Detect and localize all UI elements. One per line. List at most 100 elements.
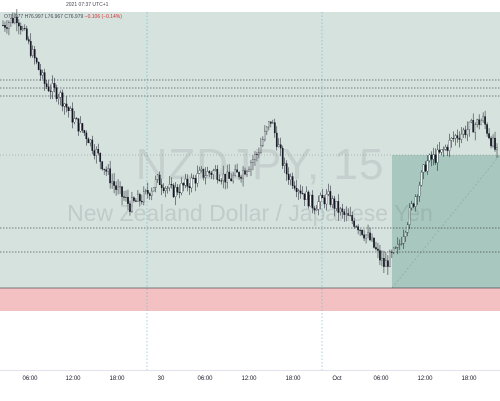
chart-area[interactable]: 2021 07:37 UTC+1 O76.977 H76.997 L76.967…: [0, 0, 500, 370]
top-info-bar: 2021 07:37 UTC+1: [0, 0, 500, 11]
candle-body: [228, 171, 231, 179]
candle-body: [226, 171, 229, 183]
candle-body: [182, 183, 185, 186]
ohlc-legend: O76.977 H76.997 L76.967 C76.979 −0.106 (…: [4, 14, 122, 20]
candle-body: [420, 171, 423, 186]
candle-body: [10, 18, 12, 23]
candle-body: [53, 83, 56, 88]
candle-body: [428, 154, 431, 161]
candle-body: [466, 129, 469, 136]
candle-body: [137, 194, 139, 202]
time-tick-label: 18:00: [461, 376, 477, 382]
candle-body: [331, 198, 334, 205]
candle-body: [410, 203, 413, 209]
position-stop-zone[interactable]: [0, 288, 500, 311]
candle-body: [264, 130, 266, 140]
candle-body: [150, 190, 153, 196]
candle-body: [144, 190, 147, 192]
candle-body: [216, 169, 219, 180]
candle-body: [170, 184, 173, 186]
candle-body: [327, 191, 330, 195]
time-tick-label: 12:00: [65, 376, 81, 382]
candle-body: [39, 69, 42, 76]
candle-body: [454, 135, 457, 139]
candle-body: [436, 149, 439, 163]
candle-body: [391, 251, 393, 253]
time-tick-label: 06:00: [22, 376, 38, 382]
candle-body: [357, 226, 359, 231]
candle-body: [115, 185, 117, 190]
candle-body: [143, 191, 145, 203]
candle-body: [414, 196, 417, 207]
candle-body: [234, 169, 236, 176]
candle-body: [482, 116, 484, 122]
candle-body: [349, 215, 352, 217]
candle-body: [220, 180, 223, 182]
candle-body: [146, 190, 149, 194]
candle-body: [476, 119, 479, 125]
candle-body: [101, 161, 104, 170]
candle-body: [402, 236, 405, 244]
candle-body: [456, 135, 459, 139]
candle-body: [254, 154, 256, 160]
timestamp-label: 2021 07:37 UTC+1: [66, 2, 109, 8]
candle-body: [252, 159, 254, 163]
candle-body: [79, 123, 82, 132]
candle-body: [57, 97, 60, 99]
candle-body: [133, 197, 135, 201]
candle-body: [438, 149, 441, 153]
time-axis[interactable]: 06:00 12:00 18:00 30 06:00 12:00 18:00 O…: [0, 370, 500, 401]
candle-body: [462, 129, 465, 135]
candles-group: [2, 9, 498, 275]
candle-body: [450, 138, 453, 141]
candle-body: [121, 186, 123, 197]
price-plot[interactable]: [0, 0, 500, 370]
candle-body: [474, 124, 477, 133]
candle-body: [178, 192, 181, 194]
candle-body: [470, 120, 473, 123]
candle-body: [236, 169, 238, 173]
candle-body: [212, 170, 215, 175]
candle-body: [238, 172, 240, 178]
candle-body: [51, 83, 54, 92]
candle-body: [35, 57, 38, 63]
candle-body: [400, 243, 403, 245]
candle-body: [367, 232, 369, 236]
candle-body: [83, 130, 86, 134]
candle-body: [373, 237, 375, 248]
candle-body: [333, 198, 336, 209]
watermark-symbol: NZDJPY, 15: [135, 140, 385, 189]
candle-body: [275, 132, 278, 147]
candle-body: [303, 193, 306, 200]
candle-body: [317, 201, 320, 210]
candle-body: [119, 186, 121, 188]
candle-body: [141, 200, 143, 203]
candle-body: [194, 178, 197, 184]
candle-body: [248, 168, 250, 172]
candle-body: [478, 119, 480, 125]
candle-body: [27, 39, 30, 42]
time-tick-label: 06:00: [197, 376, 213, 382]
candle-body: [416, 195, 419, 197]
candle-body: [323, 197, 326, 205]
candle-body: [6, 27, 8, 29]
candle-body: [289, 176, 292, 180]
candle-body: [394, 247, 397, 249]
candle-body: [321, 194, 324, 198]
candle-body: [208, 171, 211, 174]
candle-body: [442, 149, 445, 151]
candle-body: [246, 170, 248, 175]
candle-body: [18, 22, 20, 27]
candle-body: [309, 194, 312, 207]
candle-body: [363, 234, 365, 239]
candle-body: [365, 234, 367, 239]
ohlc-h-value: 76.997: [28, 14, 44, 20]
candle-body: [484, 116, 486, 125]
candle-body: [198, 170, 201, 174]
candle-body: [464, 129, 467, 136]
candle-body: [345, 213, 348, 215]
candle-body: [494, 137, 496, 150]
candle-body: [329, 191, 332, 205]
candle-body: [341, 208, 344, 212]
candle-body: [377, 248, 379, 251]
